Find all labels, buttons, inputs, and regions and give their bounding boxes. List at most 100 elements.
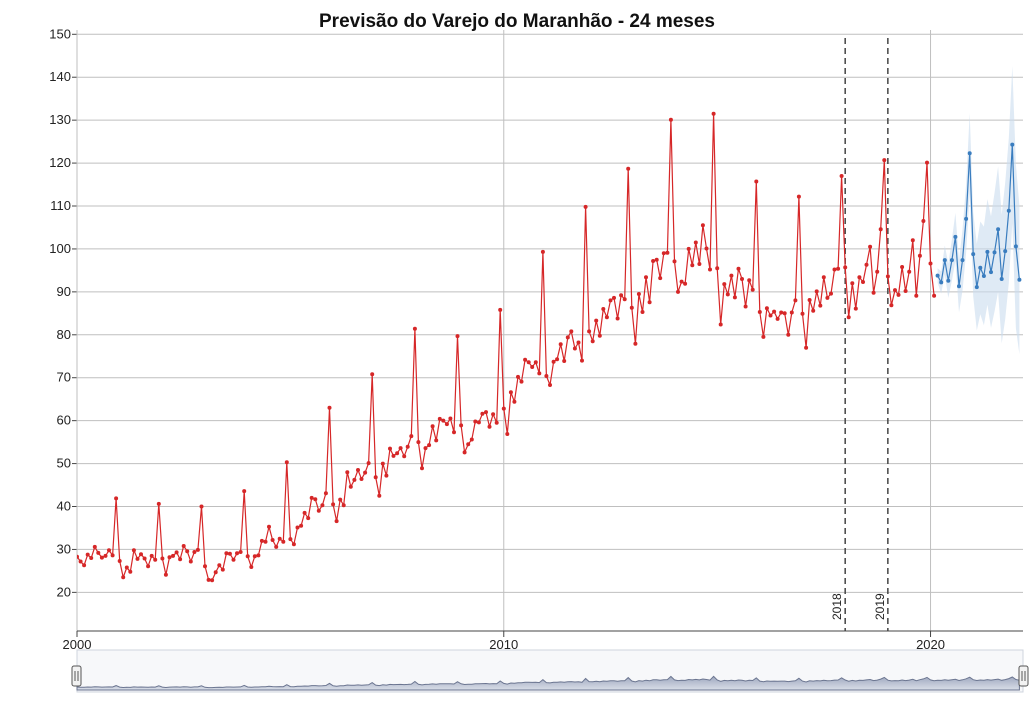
data-point: [103, 553, 108, 558]
data-point: [953, 234, 958, 239]
series-points: [77, 111, 1022, 583]
y-tick-label: 110: [50, 198, 71, 213]
data-point: [530, 365, 535, 369]
data-point: [629, 305, 634, 310]
data-point: [740, 277, 744, 281]
data-point: [796, 194, 801, 199]
data-point: [508, 390, 513, 395]
data-point: [729, 273, 734, 278]
data-point: [999, 277, 1004, 281]
data-point: [562, 359, 567, 363]
data-point: [903, 289, 908, 293]
data-point: [551, 359, 556, 364]
data-point: [516, 374, 520, 379]
data-point: [227, 551, 232, 556]
data-point: [284, 460, 289, 465]
data-point: [491, 412, 496, 417]
data-point: [92, 544, 97, 549]
data-point: [420, 466, 424, 471]
data-point: [747, 278, 752, 283]
data-point: [405, 444, 410, 449]
data-point: [555, 357, 560, 362]
data-point: [192, 550, 197, 554]
data-point: [263, 539, 268, 544]
data-point: [181, 544, 186, 548]
data-point: [580, 358, 584, 363]
data-point: [829, 291, 833, 296]
data-point: [850, 281, 855, 286]
y-tick-label: 30: [57, 541, 71, 556]
data-point: [853, 306, 858, 311]
data-point: [256, 553, 261, 558]
data-point: [548, 383, 552, 387]
data-point: [885, 274, 890, 279]
data-point: [89, 556, 94, 560]
y-tick-label: 140: [49, 69, 71, 84]
data-point: [309, 495, 314, 500]
data-point: [636, 292, 641, 296]
data-point: [149, 553, 154, 558]
data-point: [843, 265, 848, 270]
data-point: [153, 557, 158, 562]
data-point: [299, 523, 304, 528]
x-tick-label: 2010: [489, 637, 518, 652]
data-point: [252, 554, 257, 559]
data-point: [779, 310, 784, 315]
data-point: [242, 489, 247, 494]
data-point: [235, 551, 239, 556]
data-point: [967, 151, 972, 156]
data-point: [448, 416, 453, 421]
data-point: [178, 557, 183, 562]
data-point: [156, 501, 161, 506]
navigator-right-handle[interactable]: [1018, 665, 1029, 687]
data-point: [452, 430, 456, 435]
data-point: [423, 446, 428, 451]
data-point: [715, 266, 720, 271]
data-point: [124, 565, 129, 570]
data-point: [597, 333, 602, 338]
data-point: [238, 550, 243, 554]
data-point: [142, 556, 147, 561]
data-point: [857, 275, 862, 280]
data-point: [590, 339, 595, 344]
data-point: [363, 470, 368, 475]
data-point: [171, 553, 175, 558]
data-point: [878, 227, 883, 232]
data-point: [697, 262, 702, 266]
data-point: [836, 266, 841, 271]
chart-title: Previsão do Varejo do Maranhão - 24 mese…: [319, 11, 715, 32]
data-point: [619, 293, 624, 298]
data-point: [754, 179, 759, 184]
navigator-left-handle[interactable]: [71, 665, 82, 687]
data-point: [1010, 142, 1015, 147]
range-navigator[interactable]: [71, 649, 1029, 693]
data-point: [416, 440, 421, 445]
data-point: [985, 249, 990, 254]
data-point: [267, 524, 271, 529]
data-point: [523, 357, 528, 362]
data-point: [302, 510, 307, 515]
data-point: [544, 374, 549, 378]
y-tick-label: 50: [57, 456, 71, 471]
data-point: [1003, 249, 1008, 254]
data-point: [434, 438, 439, 443]
data-point: [736, 266, 741, 271]
data-point: [665, 250, 670, 255]
data-point: [384, 473, 389, 478]
data-point: [640, 310, 645, 314]
data-point: [476, 420, 481, 425]
data-point: [377, 493, 382, 498]
data-point: [210, 578, 215, 583]
data-point: [459, 423, 464, 428]
data-point: [295, 525, 300, 530]
data-point: [306, 516, 311, 521]
data-point: [78, 559, 83, 564]
data-point: [949, 258, 954, 263]
data-point: [690, 263, 695, 268]
data-point: [647, 300, 652, 305]
data-point: [601, 307, 606, 311]
data-point: [199, 504, 204, 509]
data-point: [939, 280, 944, 285]
data-point: [957, 284, 961, 289]
data-point: [896, 292, 901, 297]
